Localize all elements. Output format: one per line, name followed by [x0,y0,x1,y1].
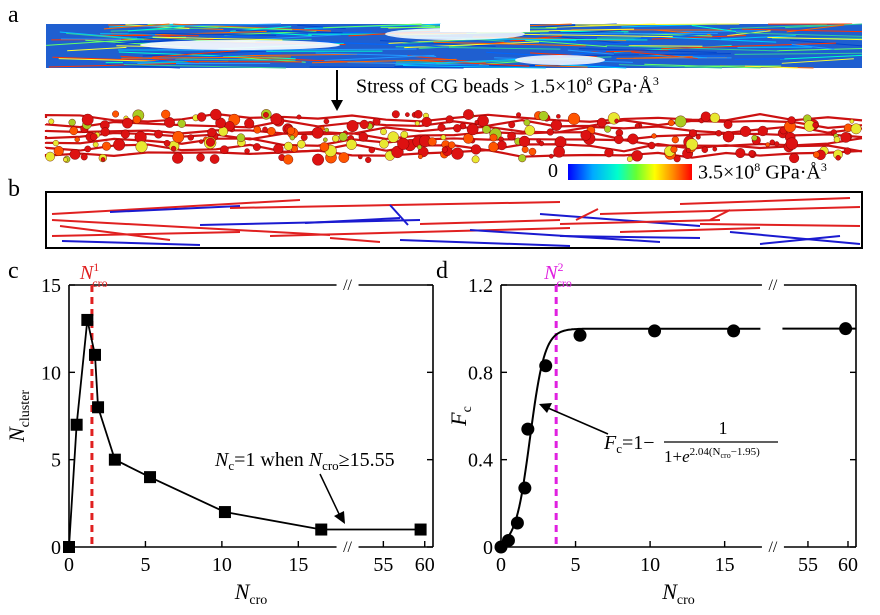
x-tick-label: 10 [212,554,232,576]
data-point [92,401,105,414]
fiber-line [51,199,301,215]
data-point [727,324,741,338]
x-tick-label: 5 [140,554,150,576]
annotation-arrow [547,407,609,435]
y-tick-label: 1.2 [468,275,493,297]
axis-break-mark: // [768,539,777,556]
annotation-arrow [319,473,341,517]
fiber-bundle-stress-map [46,23,863,69]
fiber-line [109,205,241,213]
fiber-line [61,240,201,246]
data-point [144,471,157,484]
y-tick-label: 5 [51,450,61,472]
x-tick-label: 60 [415,554,435,576]
data-point [218,506,231,519]
colorbar-min-label: 0 [548,160,558,182]
data-point [501,533,515,547]
colorbar [568,164,692,180]
x-tick-label: 55 [373,554,393,576]
fit-curve [500,327,761,544]
y-tick-label: 0 [51,537,61,559]
axis-break-mark: // [343,277,352,294]
data-point [573,328,587,342]
y-axis-label: Ncluster [4,390,33,443]
y-tick-label: 0.4 [468,450,493,472]
x-tick-label: 0 [64,554,74,576]
panel-label-a: a [8,2,19,28]
fiber-line [419,219,561,225]
fiber-line [539,213,701,227]
fiber-line [229,201,561,209]
data-point [648,324,662,338]
fiber-line [759,235,841,245]
data-point [108,453,121,466]
fiber-line [559,235,701,239]
panel-label-c: c [8,258,19,284]
fit-denominator: 1+e2.04(Ncro−1.95) [664,446,760,466]
fiber-line [709,209,731,221]
fit-numerator: 1 [719,418,728,438]
high-stress-beads [44,108,863,166]
x-tick-label: 15 [715,554,735,576]
threshold-label: N1 cro [79,260,108,290]
chart-d-crosslink-fraction: // // 0 0.4 0.8 1.2 0 5 10 15 55 60 Ncro Fc N2 cro Fc=1−… [446,260,858,608]
panel-label-d: d [436,258,448,284]
data-point [315,523,328,536]
data-point [510,516,524,530]
x-tick-label: 55 [798,554,818,576]
x-tick-label: 5 [571,554,581,576]
fiber-line [304,217,401,224]
series-line [68,319,421,548]
down-arrow-icon [331,70,343,111]
fiber-line [329,237,381,243]
axis-break-mark: // [768,277,777,294]
y-tick-label: 15 [41,275,61,297]
data-point [518,481,532,495]
y-axis-label: Fc [446,406,475,427]
y-tick-label: 0.8 [468,362,493,384]
y-tick-label: 10 [41,362,61,384]
fiber-line [699,223,861,227]
stress-threshold-caption: Stress of CG beads > 1.5×108 GPa·Å3 [356,74,659,98]
axis-break-mark: // [343,539,352,556]
panel-b-fiber-network [45,191,863,249]
fiber-line [559,219,721,225]
x-axis-label: Ncro [661,579,695,608]
x-tick-label: 0 [496,554,506,576]
fiber-line [59,225,171,241]
data-point [70,418,83,431]
fiber-line [51,231,241,237]
fit-equation: Fc=1− [603,432,655,456]
fiber-line [575,208,599,221]
chart-c-cluster-count: // // 0 5 10 15 0 5 10 15 55 60 Ncro Ncluster N1 cro Nc=… [4,260,435,608]
panel-a-figure [44,23,863,180]
threshold-label: N2 cro [543,260,572,290]
fiber-line [389,204,409,226]
y-tick-label: 0 [483,537,493,559]
fiber-line [399,239,571,247]
fiber-line [729,231,861,245]
panel-label-b: b [8,176,20,202]
data-point [81,313,94,326]
x-tick-label: 10 [640,554,660,576]
colorbar-max-label: 3.5×108 GPa·Å3 [698,160,827,184]
fiber-line [619,227,761,233]
data-point [88,348,101,361]
data-point [839,322,853,336]
cluster-annotation: Nc=1 when Ncro≥15.55 [214,449,395,473]
x-tick-label: 60 [838,554,858,576]
x-tick-label: 15 [288,554,308,576]
data-point [539,359,553,373]
fiber-line [269,227,571,237]
fiber-line [51,219,331,236]
fiber-line [679,197,851,205]
x-axis-label: Ncro [234,579,268,608]
data-point [414,523,427,536]
data-point [63,541,75,553]
data-point [521,422,535,436]
